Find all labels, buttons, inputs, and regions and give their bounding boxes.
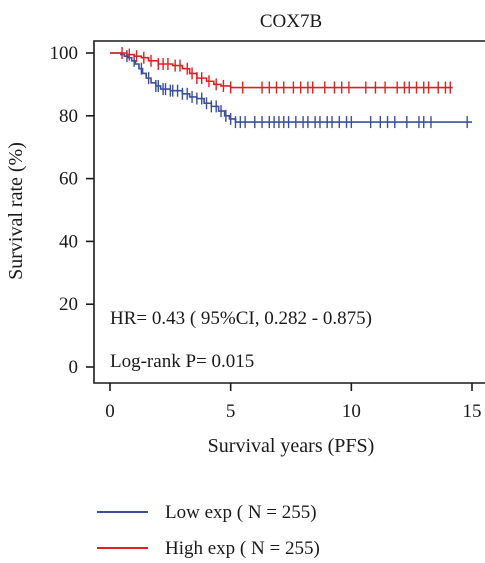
plot-area xyxy=(93,40,485,384)
x-tick-label: 15 xyxy=(463,401,482,422)
y-tick-label: 60 xyxy=(59,169,78,190)
legend: Low exp ( N = 255) High exp ( N = 255) xyxy=(97,502,320,559)
plot-frame xyxy=(93,40,485,384)
y-tick-label: 0 xyxy=(69,357,79,378)
x-tick-label: 0 xyxy=(105,401,115,422)
axes: 0 20 40 60 80 100 0 5 10 15 xyxy=(50,43,482,422)
survival-curve xyxy=(110,52,472,123)
y-axis-title: Survival rate (%) xyxy=(5,142,27,280)
legend-label: High exp ( N = 255) xyxy=(165,538,320,559)
series-1 xyxy=(110,47,453,94)
logrank-annotation: Log-rank P= 0.015 xyxy=(110,351,254,372)
x-axis-title: Survival years (PFS) xyxy=(208,435,375,457)
y-tick-label: 80 xyxy=(59,106,78,127)
chart-title: COX7B xyxy=(260,11,322,32)
y-tick-label: 100 xyxy=(50,43,79,64)
survival-curve xyxy=(110,52,453,89)
series-layer xyxy=(110,47,472,129)
x-tick-label: 5 xyxy=(226,401,236,422)
y-tick-label: 40 xyxy=(59,231,78,252)
series-0 xyxy=(110,50,472,129)
hr-annotation: HR= 0.43 ( 95%CI, 0.282 - 0.875) xyxy=(110,308,372,329)
x-tick-label: 10 xyxy=(342,401,361,422)
y-tick-label: 20 xyxy=(59,294,78,315)
legend-label: Low exp ( N = 255) xyxy=(165,502,317,523)
